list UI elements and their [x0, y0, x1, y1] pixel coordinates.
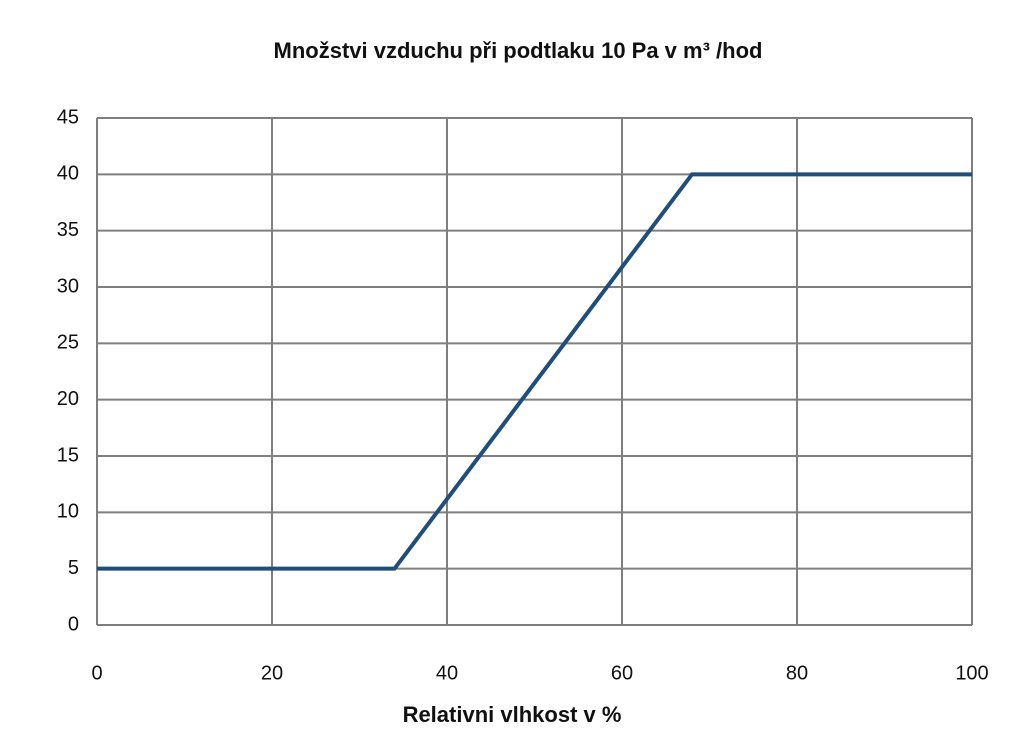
- y-tick-label: 35: [57, 219, 79, 241]
- y-tick-label: 10: [57, 501, 79, 523]
- y-tick-label: 5: [68, 557, 79, 579]
- y-tick-label: 40: [57, 163, 79, 185]
- y-tick-label: 0: [68, 613, 79, 635]
- x-axis-label: Relativni vlhkost v %: [403, 702, 622, 727]
- x-tick-label: 20: [261, 662, 283, 684]
- chart-title: Množstvi vzduchu při podtlaku 10 Pa v m³…: [274, 38, 763, 63]
- x-tick-label: 40: [436, 662, 458, 684]
- y-tick-label: 45: [57, 106, 79, 128]
- x-tick-label: 100: [955, 662, 988, 684]
- data-line: [97, 172, 972, 571]
- x-tick-label: 80: [786, 662, 808, 684]
- y-tick-label: 30: [57, 275, 79, 297]
- x-tick-label: 0: [91, 662, 102, 684]
- y-tick-label: 25: [57, 332, 79, 354]
- x-tick-label: 60: [611, 662, 633, 684]
- y-tick-label: 20: [57, 388, 79, 410]
- y-tick-label: 15: [57, 444, 79, 466]
